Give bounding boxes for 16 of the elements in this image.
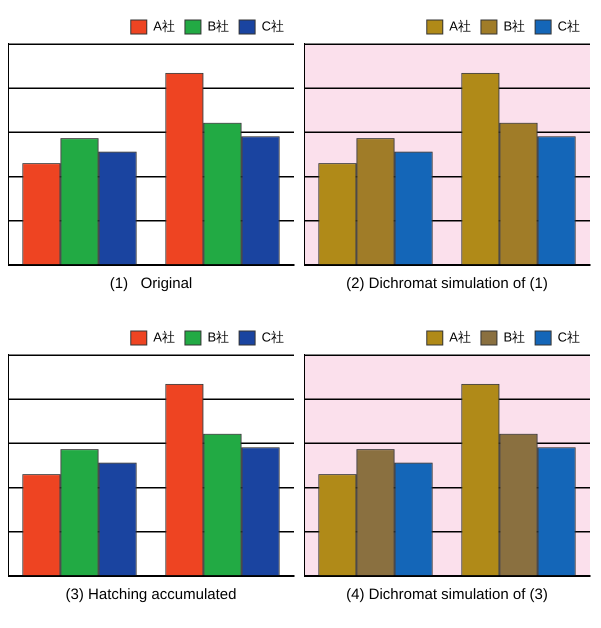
legend-label: C社 (262, 18, 284, 34)
text: (2) Dichromat simulation of (1) (346, 275, 548, 292)
legend-label: B社 (503, 18, 526, 34)
legend-label: B社 (207, 330, 230, 345)
text: (4) Dichromat simulation of (3) (346, 586, 548, 604)
legend-label: B社 (207, 18, 230, 34)
legend-label: A社 (153, 330, 175, 345)
legend-label: A社 (449, 330, 471, 345)
text: (1) Original (110, 275, 192, 292)
legend-label: C社 (558, 18, 580, 34)
text: (3) Hatching accumulated (66, 586, 236, 604)
legend-label: B社 (503, 330, 526, 345)
legend-label: C社 (262, 330, 284, 345)
legend-label: A社 (153, 18, 175, 34)
legend-label: C社 (558, 330, 580, 345)
legend-label: A社 (449, 18, 471, 34)
